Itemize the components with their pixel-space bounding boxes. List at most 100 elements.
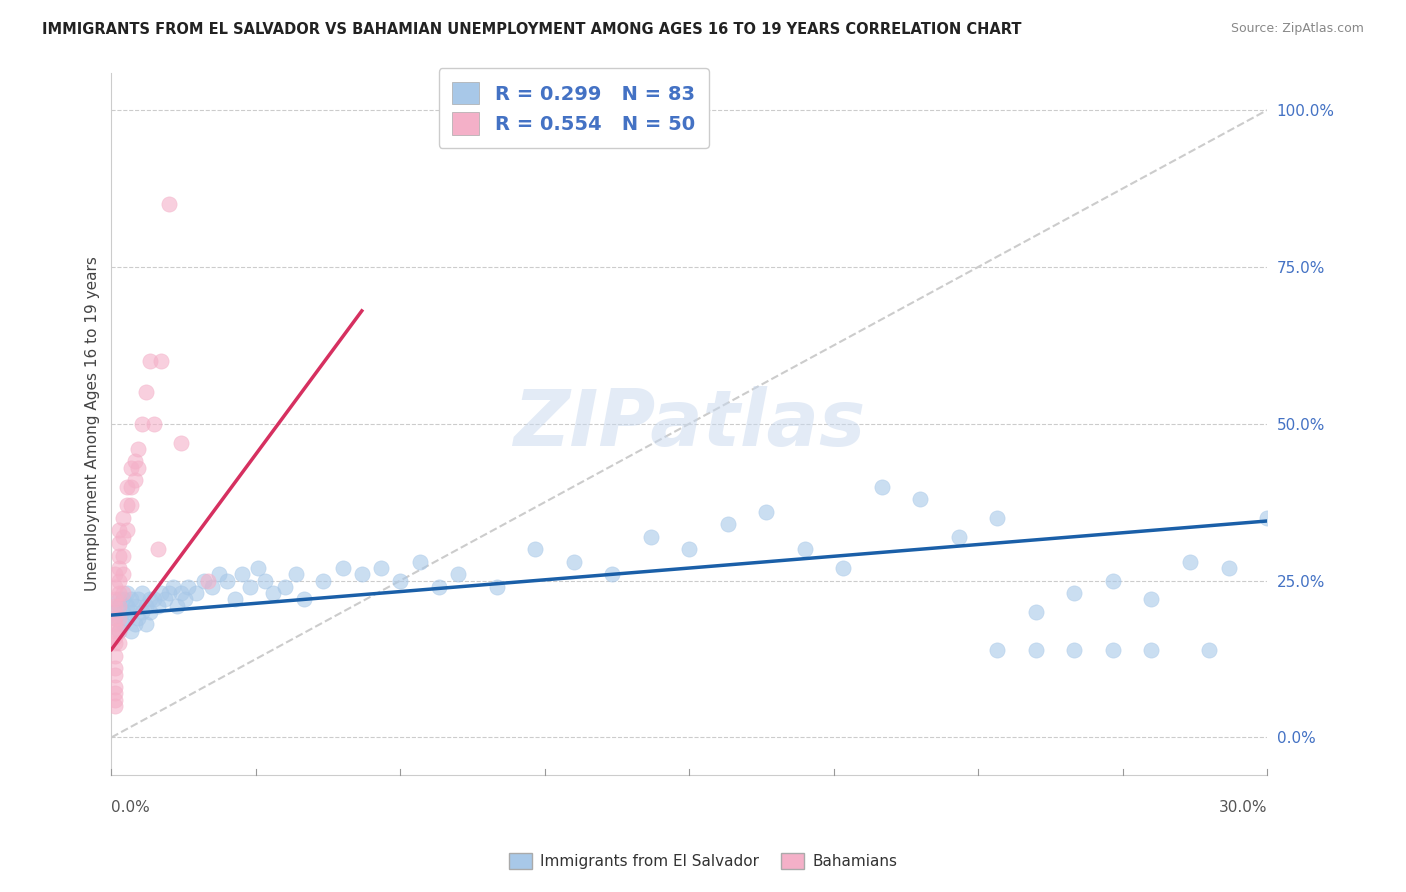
Point (108, 574, 131, 588)
Point (135, 617, 157, 632)
Point (239, 580, 262, 594)
Point (124, 617, 146, 632)
Point (832, 561, 855, 575)
Point (124, 473, 146, 487)
Point (115, 586, 138, 600)
Point (948, 530, 970, 544)
Point (1102, 642, 1125, 657)
Point (120, 624, 142, 638)
Point (350, 567, 373, 582)
Point (285, 567, 308, 582)
Point (262, 586, 284, 600)
Point (162, 580, 184, 594)
Point (104, 636, 127, 650)
Point (142, 592, 165, 607)
Point (389, 574, 412, 588)
Point (193, 574, 215, 588)
Point (104, 692, 127, 706)
Point (142, 417, 165, 431)
Point (986, 511, 1008, 525)
Text: ZIPatlas: ZIPatlas (513, 385, 865, 462)
Point (111, 549, 134, 563)
Point (332, 561, 354, 575)
Point (1140, 642, 1163, 657)
Point (200, 580, 222, 594)
Point (224, 592, 246, 607)
Point (1178, 555, 1201, 569)
Point (246, 561, 269, 575)
Point (127, 592, 149, 607)
Point (146, 542, 169, 557)
Point (120, 460, 142, 475)
Point (131, 605, 153, 619)
Point (108, 549, 131, 563)
Point (1140, 592, 1163, 607)
Point (104, 580, 127, 594)
Point (111, 530, 134, 544)
Point (127, 460, 149, 475)
Point (186, 586, 208, 600)
Point (1218, 561, 1240, 575)
Point (111, 586, 134, 600)
Point (177, 580, 200, 594)
Point (108, 524, 131, 538)
Point (986, 642, 1008, 657)
Point (157, 586, 180, 600)
Text: Source: ZipAtlas.com: Source: ZipAtlas.com (1230, 22, 1364, 36)
Point (678, 542, 700, 557)
Point (485, 580, 508, 594)
Point (124, 454, 146, 468)
Point (115, 524, 138, 538)
Point (793, 542, 815, 557)
Point (139, 605, 162, 619)
Point (104, 611, 127, 625)
Point (562, 555, 585, 569)
Point (111, 617, 134, 632)
Point (139, 592, 162, 607)
Point (292, 592, 315, 607)
Point (131, 417, 153, 431)
Point (408, 555, 430, 569)
Point (524, 542, 547, 557)
Point (104, 599, 127, 613)
Point (111, 605, 134, 619)
Point (111, 592, 134, 607)
Point (312, 574, 335, 588)
Point (115, 479, 138, 493)
Point (104, 592, 127, 607)
Point (1025, 605, 1047, 619)
Point (104, 605, 127, 619)
Point (104, 624, 127, 638)
Point (1102, 574, 1125, 588)
Point (115, 611, 138, 625)
Point (115, 599, 138, 613)
Point (127, 442, 149, 456)
Point (215, 574, 238, 588)
Point (170, 435, 193, 450)
Point (104, 661, 127, 675)
Point (370, 561, 392, 575)
Point (1025, 642, 1047, 657)
Point (111, 511, 134, 525)
Point (124, 599, 146, 613)
Point (104, 630, 127, 644)
Point (717, 517, 740, 532)
Point (120, 592, 142, 607)
Y-axis label: Unemployment Among Ages 16 to 19 years: Unemployment Among Ages 16 to 19 years (86, 256, 100, 591)
Point (108, 592, 131, 607)
Point (139, 354, 162, 368)
Point (108, 624, 131, 638)
Point (111, 567, 134, 582)
Point (108, 636, 131, 650)
Point (155, 592, 177, 607)
Point (104, 617, 127, 632)
Point (104, 686, 127, 700)
Point (197, 574, 219, 588)
Legend: R = 0.299   N = 83, R = 0.554   N = 50: R = 0.299 N = 83, R = 0.554 N = 50 (439, 68, 709, 148)
Point (104, 648, 127, 663)
Point (231, 567, 253, 582)
Point (108, 561, 131, 575)
Point (1063, 586, 1085, 600)
Point (166, 599, 188, 613)
Point (120, 605, 142, 619)
